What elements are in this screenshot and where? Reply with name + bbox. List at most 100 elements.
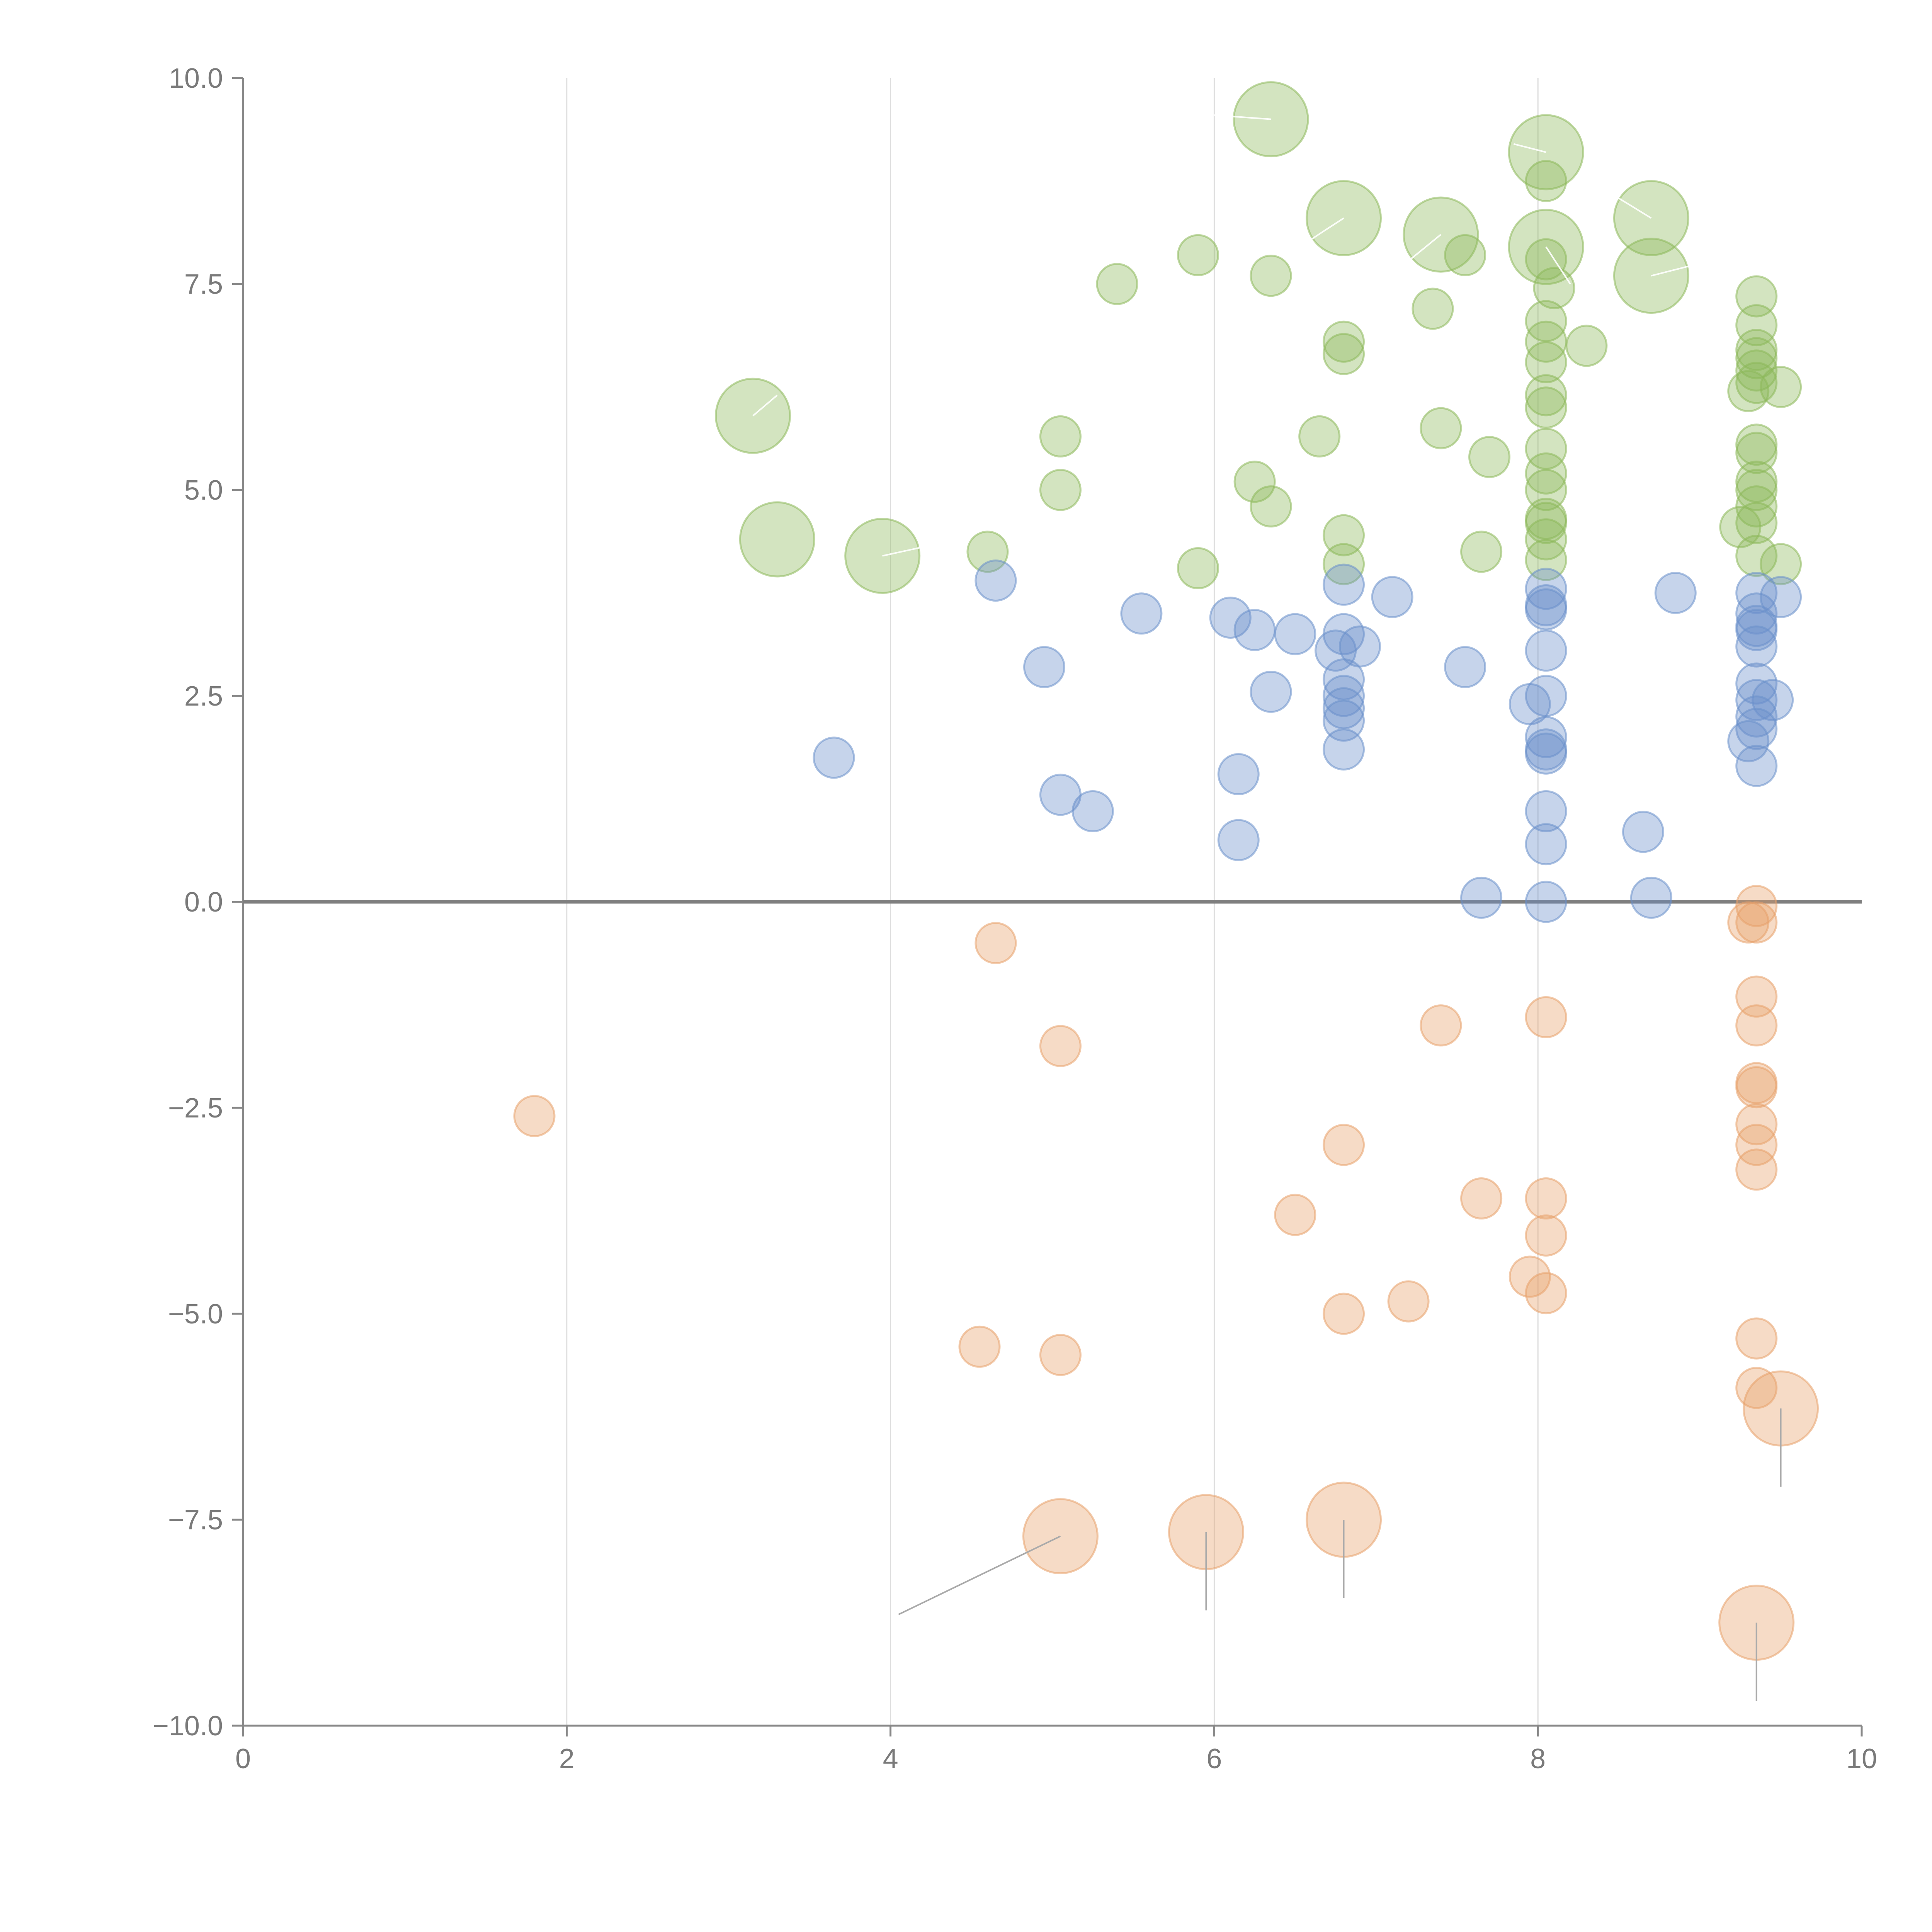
axis-layer: 10.0 7.5 5.0 2.5 0.0 −2.5 −5.0 −7.5 −10.0 0 2 4 6 8 10: [153, 63, 1877, 1774]
green-bubble: [1177, 547, 1219, 590]
orange-bubble: [1735, 1124, 1778, 1166]
orange-bubble: [1274, 1194, 1316, 1236]
blue-bubble: [1735, 592, 1778, 635]
green-bubble: [1323, 514, 1365, 556]
green-bubble: [1460, 531, 1503, 573]
leader-line: [898, 1535, 1061, 1615]
y-tick-label: 7.5: [184, 269, 223, 300]
bubble-layer: [513, 81, 1819, 1661]
orange-bubble: [1735, 1317, 1778, 1360]
blue-bubble: [1209, 596, 1252, 639]
green-bubble: [1735, 535, 1778, 577]
blue-bubble: [1323, 687, 1365, 730]
green-bubble: [1412, 287, 1454, 330]
orange-bubble: [1735, 1004, 1778, 1047]
green-bubble: [1250, 255, 1292, 297]
green-bubble: [1735, 304, 1778, 347]
orange-bubble: [975, 922, 1017, 964]
blue-bubble: [1727, 720, 1770, 762]
blue-bubble: [1735, 695, 1778, 738]
y-tick-label: −2.5: [168, 1093, 223, 1124]
y-tick-label: 5.0: [184, 475, 223, 506]
green-bubble: [1233, 461, 1276, 503]
orange-bubble: [513, 1095, 556, 1137]
orange-bubble: [1525, 1214, 1567, 1257]
green-bubble: [1760, 366, 1802, 408]
blue-bubble: [1525, 823, 1567, 866]
y-tick-label: −10.0: [153, 1711, 223, 1742]
blue-bubble: [1323, 658, 1365, 701]
blue-bubble: [1654, 572, 1697, 614]
green-bubble: [1525, 469, 1567, 511]
green-bubble: [1525, 502, 1567, 544]
blue-bubble: [1323, 675, 1365, 717]
green-bubble: [1525, 452, 1567, 495]
blue-bubble: [1323, 728, 1365, 771]
x-tick-label: 6: [1206, 1743, 1222, 1774]
blue-bubble: [1525, 588, 1567, 631]
green-bubble: [1177, 234, 1219, 276]
green-bubble: [1735, 432, 1778, 474]
blue-bubble: [1274, 613, 1316, 655]
blue-bubble: [1023, 646, 1066, 688]
leader-line-light: [1651, 262, 1700, 277]
blue-bubble: [1371, 576, 1413, 618]
green-bubble: [1323, 333, 1365, 375]
green-bubble: [1727, 370, 1770, 412]
orange-bubble: [1735, 901, 1778, 944]
x-tick-label: 10: [1846, 1743, 1877, 1774]
orange-bubble: [1460, 1177, 1503, 1220]
blue-bubble: [1525, 790, 1567, 832]
blue-bubble: [1460, 876, 1503, 919]
leader-line-light: [1286, 217, 1344, 256]
blue-bubble: [1622, 811, 1664, 853]
blue-bubble: [813, 736, 855, 779]
green-bubble: [1298, 415, 1341, 457]
blue-bubble: [1323, 699, 1365, 742]
blue-bubble: [1525, 732, 1567, 775]
green-bubble: [1533, 267, 1575, 310]
orange-bubble: [1735, 975, 1778, 1018]
leader-line-light: [1545, 246, 1571, 285]
y-tick-label: −7.5: [168, 1505, 223, 1536]
orange-bubble: [1387, 1280, 1430, 1323]
green-bubble: [1735, 502, 1778, 544]
orange-bubble: [1420, 1004, 1462, 1047]
green-bubble: [1735, 469, 1778, 511]
x-tick-label: 8: [1530, 1743, 1546, 1774]
green-bubble: [739, 501, 815, 578]
blue-bubble: [1760, 576, 1802, 618]
blue-bubble: [1444, 646, 1486, 688]
green-bubble: [1525, 160, 1567, 202]
x-tick-label: 2: [559, 1743, 575, 1774]
blue-bubble: [1735, 662, 1778, 705]
orange-bubble: [1735, 1367, 1778, 1409]
orange-bubble: [1039, 1025, 1082, 1067]
orange-bubble: [1323, 1124, 1365, 1166]
leader-line-light: [1610, 192, 1652, 219]
blue-bubble: [1071, 790, 1114, 832]
green-bubble: [1525, 386, 1567, 429]
green-bubble: [1323, 320, 1365, 363]
green-bubble: [1525, 341, 1567, 384]
green-bubble: [1735, 337, 1778, 379]
blue-bubble: [1735, 707, 1778, 750]
orange-bubble: [1735, 1148, 1778, 1191]
orange-bubble: [958, 1325, 1001, 1368]
blue-bubble: [1323, 563, 1365, 606]
orange-bubble: [1509, 1255, 1551, 1298]
leader-line-light: [1214, 114, 1271, 120]
blue-bubble: [1630, 876, 1672, 919]
blue-bubble: [1735, 609, 1778, 651]
green-bubble: [1525, 539, 1567, 581]
blue-bubble: [1217, 819, 1260, 861]
orange-bubble: [1323, 1293, 1365, 1335]
blue-bubble: [975, 560, 1017, 602]
blue-bubble: [1735, 745, 1778, 787]
orange-bubble: [1735, 1066, 1778, 1109]
green-bubble: [1468, 436, 1511, 478]
leader-line-light: [882, 543, 939, 557]
x-tick-label: 0: [235, 1743, 251, 1774]
orange-bubble: [1039, 1334, 1082, 1376]
